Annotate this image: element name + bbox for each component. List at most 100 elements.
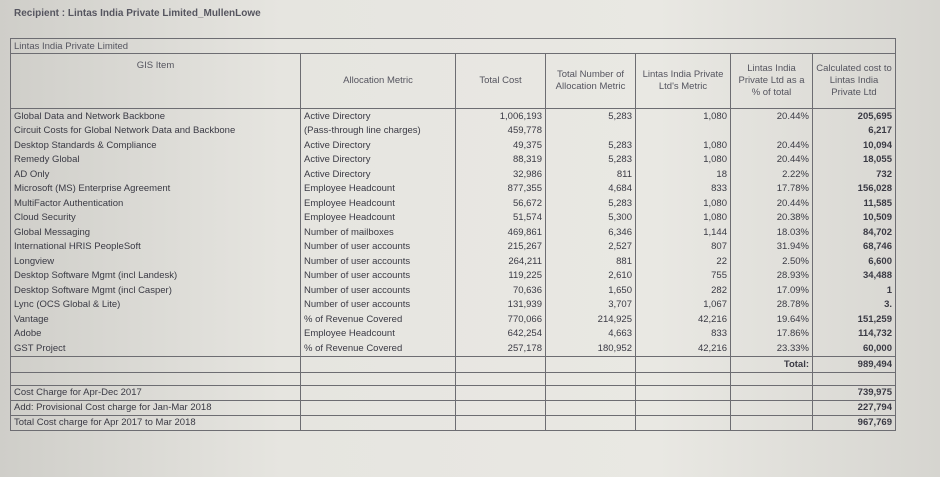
cell: 49,375 <box>455 138 546 153</box>
empty-cell <box>812 371 896 386</box>
empty-cell <box>10 355 301 373</box>
cell: 18,055 <box>812 152 896 167</box>
empty-cell <box>300 384 456 401</box>
cell: 6,217 <box>812 123 896 138</box>
cell: 877,355 <box>455 181 546 196</box>
data-row: International HRIS PeopleSoft Number of u… <box>10 239 896 254</box>
cost-table: Lintas India Private Limited GIS Item All… <box>10 38 896 431</box>
cell: (Pass-through line charges) <box>300 123 456 138</box>
cell: 5,283 <box>545 138 636 153</box>
cell: Number of user accounts <box>300 283 456 298</box>
empty-cell <box>300 399 456 416</box>
cell: 4,684 <box>545 181 636 196</box>
cell: 5,283 <box>545 152 636 167</box>
column-header: Calculated cost to Lintas India Private … <box>812 53 896 109</box>
cell: 732 <box>812 167 896 182</box>
data-row: MultiFactor Authentication Employee Headc… <box>10 196 896 211</box>
cell <box>545 123 636 138</box>
empty-cell <box>545 414 636 431</box>
cell: 20.44% <box>730 152 813 167</box>
cell: Number of user accounts <box>300 297 456 312</box>
column-header: Total Cost <box>455 53 546 109</box>
cell: Desktop Software Mgmt (incl Landesk) <box>10 268 301 283</box>
cell: GST Project <box>10 341 301 356</box>
cell: 2.22% <box>730 167 813 182</box>
cell: 18 <box>635 167 731 182</box>
cell: Employee Headcount <box>300 181 456 196</box>
cell: Microsoft (MS) Enterprise Agreement <box>10 181 301 196</box>
cell: 70,636 <box>455 283 546 298</box>
cell: 2,527 <box>545 239 636 254</box>
cell: 156,028 <box>812 181 896 196</box>
empty-cell <box>635 414 731 431</box>
cell: Adobe <box>10 326 301 341</box>
summary-label: Add: Provisional Cost charge for Jan-Mar… <box>10 399 301 416</box>
cell: Remedy Global <box>10 152 301 167</box>
cell: International HRIS PeopleSoft <box>10 239 301 254</box>
empty-cell <box>545 355 636 373</box>
cell: 20.44% <box>730 138 813 153</box>
cell: Desktop Standards & Compliance <box>10 138 301 153</box>
cell: 469,861 <box>455 225 546 240</box>
cell: 180,952 <box>545 341 636 356</box>
data-row: Desktop Software Mgmt (incl Casper) Numbe… <box>10 283 896 298</box>
cell: 642,254 <box>455 326 546 341</box>
cell: 31.94% <box>730 239 813 254</box>
empty-cell <box>635 371 731 386</box>
cell: 18.03% <box>730 225 813 240</box>
cell: 19.64% <box>730 312 813 327</box>
cell: 28.78% <box>730 297 813 312</box>
data-row: Desktop Standards & Compliance Active Dir… <box>10 138 896 153</box>
cell: 1,080 <box>635 152 731 167</box>
summary-value: 739,975 <box>812 384 896 401</box>
empty-cell <box>300 371 456 386</box>
empty-cell <box>455 355 546 373</box>
summary-row: Total Cost charge for Apr 2017 to Mar 20… <box>10 414 896 431</box>
data-row: Adobe Employee Headcount 642,254 4,663 833 17… <box>10 326 896 341</box>
cell: Cloud Security <box>10 210 301 225</box>
cell: 131,939 <box>455 297 546 312</box>
cell: 5,300 <box>545 210 636 225</box>
cell: 60,000 <box>812 341 896 356</box>
cell: 811 <box>545 167 636 182</box>
total-value: 989,494 <box>812 355 896 373</box>
recipient: Recipient : Lintas India Private Limited… <box>14 8 261 19</box>
cell: 22 <box>635 254 731 269</box>
cell: 6,346 <box>545 225 636 240</box>
summary-row: Cost Charge for Apr-Dec 2017 739,975 <box>10 384 896 401</box>
data-row: Cloud Security Employee Headcount 51,574 5,… <box>10 210 896 225</box>
table-body: Lintas India Private Limited GIS Item All… <box>10 38 896 431</box>
cell: Global Data and Network Backbone <box>10 108 301 124</box>
cell: Employee Headcount <box>300 326 456 341</box>
cell <box>635 123 731 138</box>
cell: 881 <box>545 254 636 269</box>
cell: AD Only <box>10 167 301 182</box>
cell: Global Messaging <box>10 225 301 240</box>
cell: 770,066 <box>455 312 546 327</box>
cell: 17.78% <box>730 181 813 196</box>
total-label: Total: <box>730 355 813 373</box>
empty-cell <box>730 371 813 386</box>
cell: 3. <box>812 297 896 312</box>
empty-cell <box>545 399 636 416</box>
cell: Vantage <box>10 312 301 327</box>
cell: 755 <box>635 268 731 283</box>
cell: 5,283 <box>545 108 636 124</box>
cell: 264,211 <box>455 254 546 269</box>
cell: 34,488 <box>812 268 896 283</box>
cell: Lync (OCS Global & Lite) <box>10 297 301 312</box>
cell: 119,225 <box>455 268 546 283</box>
cell: 215,267 <box>455 239 546 254</box>
cell: Number of mailboxes <box>300 225 456 240</box>
empty-cell <box>455 371 546 386</box>
cell: 4,663 <box>545 326 636 341</box>
cell: Circuit Costs for Global Network Data an… <box>10 123 301 138</box>
cell: 20.44% <box>730 196 813 211</box>
cell: 84,702 <box>812 225 896 240</box>
data-row: Global Messaging Number of mailboxes 469,8… <box>10 225 896 240</box>
cell: 56,672 <box>455 196 546 211</box>
summary-value: 967,769 <box>812 414 896 431</box>
table-title: Lintas India Private Limited <box>10 38 896 54</box>
cell: Number of user accounts <box>300 239 456 254</box>
